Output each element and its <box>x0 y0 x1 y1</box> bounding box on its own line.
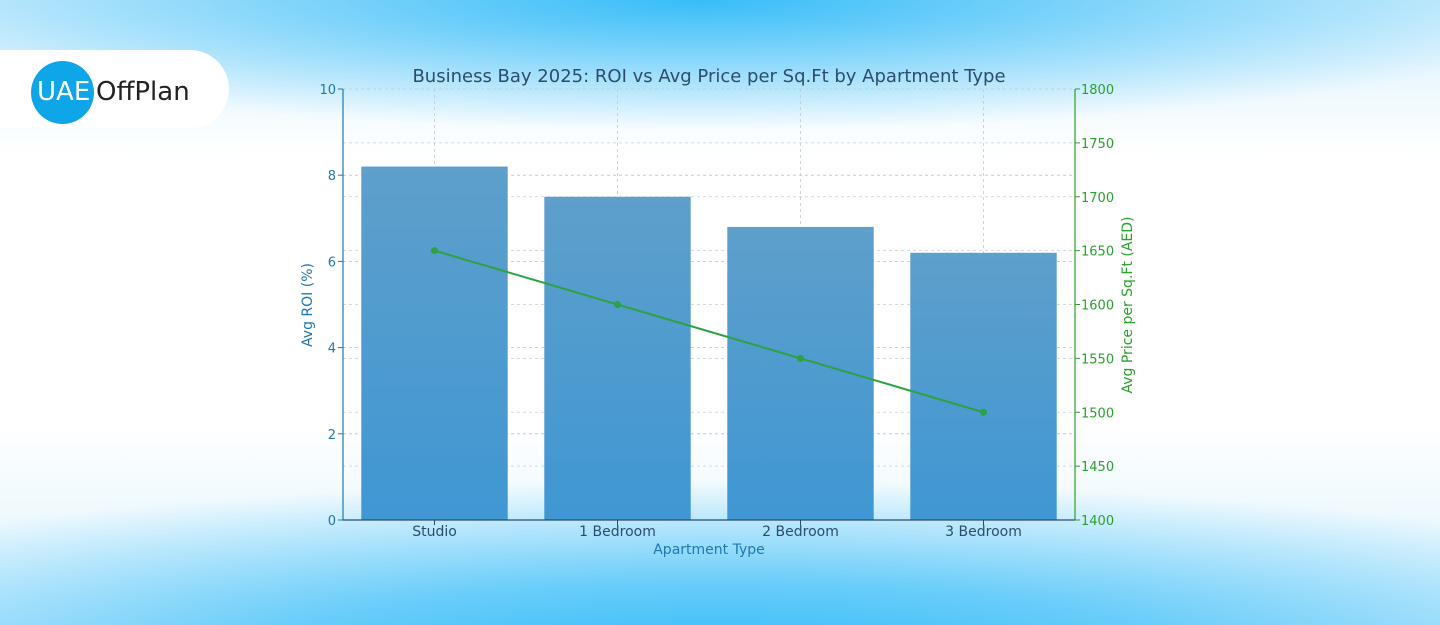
y2-tick-label: 1550 <box>1081 352 1114 367</box>
y2-tick-label: 1700 <box>1081 191 1114 206</box>
x-axis-title: Apartment Type <box>653 542 765 558</box>
y2-tick-label: 1400 <box>1081 514 1114 529</box>
y-axis-title: Avg ROI (%) <box>300 263 316 347</box>
line-point <box>614 301 621 308</box>
y-tick-label: 2 <box>328 428 336 443</box>
line-point <box>431 247 438 255</box>
y2-tick-label: 1800 <box>1081 83 1114 98</box>
x-tick-label: 3 Bedroom <box>945 524 1022 540</box>
logo-badge: UAE OffPlan <box>0 50 229 128</box>
y2-tick-label: 1750 <box>1081 137 1114 152</box>
y-tick-label: 10 <box>319 83 336 98</box>
bar <box>544 196 691 520</box>
line-point <box>797 354 804 362</box>
y-tick-label: 8 <box>328 169 336 184</box>
y2-tick-label: 1500 <box>1081 406 1114 421</box>
logo-circle: UAE <box>31 61 94 124</box>
y2-axis-title: Avg Price per Sq.Ft (AED) <box>1120 216 1136 393</box>
y-tick-label: 6 <box>328 255 336 270</box>
bar <box>910 252 1057 520</box>
y2-tick-label: 1650 <box>1081 245 1114 260</box>
series-line <box>434 249 984 414</box>
bar <box>361 166 508 520</box>
y-tick-label: 0 <box>328 514 336 529</box>
logo-text: OffPlan <box>96 77 190 107</box>
x-tick-label: 1 Bedroom <box>579 524 656 540</box>
line-point <box>980 408 987 416</box>
x-tick-label: Studio <box>412 524 457 540</box>
x-tick-label: 2 Bedroom <box>762 524 839 540</box>
chart-title: Business Bay 2025: ROI vs Avg Price per … <box>412 66 1005 87</box>
y2-tick-label: 1450 <box>1081 460 1114 475</box>
y2-tick-label: 1600 <box>1081 299 1114 314</box>
y-tick-label: 4 <box>328 342 336 357</box>
